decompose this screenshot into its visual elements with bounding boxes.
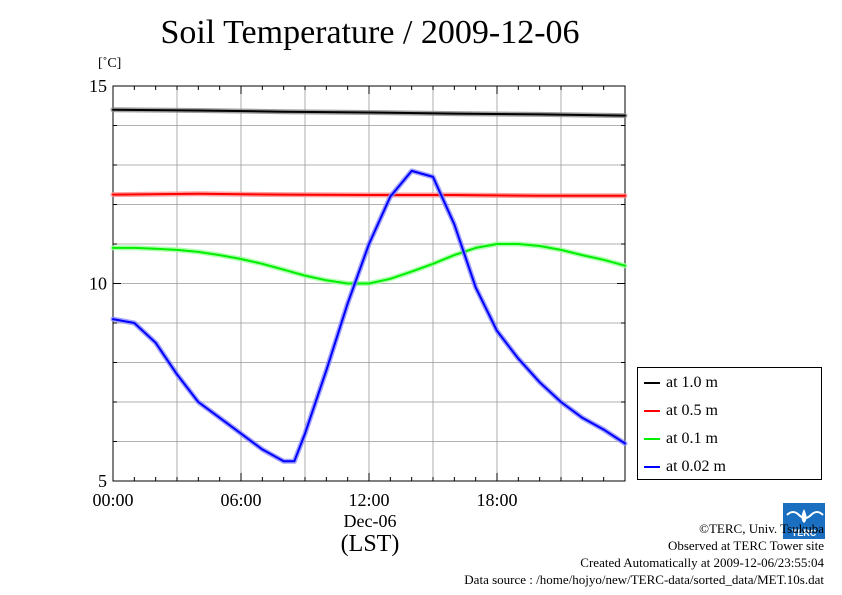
legend-label: at 0.02 m [666,458,726,475]
series-line [112,192,626,197]
x-tick-label: 06:00 [220,490,261,510]
created-text: Created Automatically at 2009-12-06/23:5… [580,555,824,570]
legend-swatch [644,410,660,412]
legend-item: at 0.1 m [644,428,718,450]
data-source-text: Data source : /home/hojyo/new/TERC-data/… [464,572,824,587]
legend-item: at 0.02 m [644,456,726,478]
legend-label: at 1.0 m [666,374,718,391]
observed-text: Observed at TERC Tower site [667,538,824,553]
series-line [112,108,626,117]
x-tick-label: 18:00 [476,490,517,510]
x-axis-timezone-label: (LST) [340,531,400,557]
chart-title: Soil Temperature / 2009-12-06 [160,14,580,51]
legend-label: at 0.1 m [666,430,718,447]
legend-swatch [644,438,660,440]
x-axis-date-label: Dec-06 [343,511,397,531]
chart-legend: at 1.0 m at 0.5 m at 0.1 m at 0.02 m [637,367,822,480]
series-line [112,169,626,463]
terc-logo: TERC [783,503,825,539]
legend-item: at 1.0 m [644,372,718,394]
y-tick-label: 5 [98,471,107,491]
svg-text:TERC: TERC [792,528,817,538]
x-tick-label: 00:00 [92,490,133,510]
y-axis-unit-label: [˚C] [98,56,122,71]
copyright-text: ©TERC, Univ. Tsukuba [699,521,824,536]
legend-swatch [644,382,660,384]
y-tick-label: 15 [89,76,107,96]
legend-swatch [644,466,660,468]
legend-item: at 0.5 m [644,400,718,422]
x-tick-label: 12:00 [348,490,389,510]
series-line [112,243,626,285]
y-tick-label: 10 [89,274,107,294]
legend-label: at 0.5 m [666,402,718,419]
